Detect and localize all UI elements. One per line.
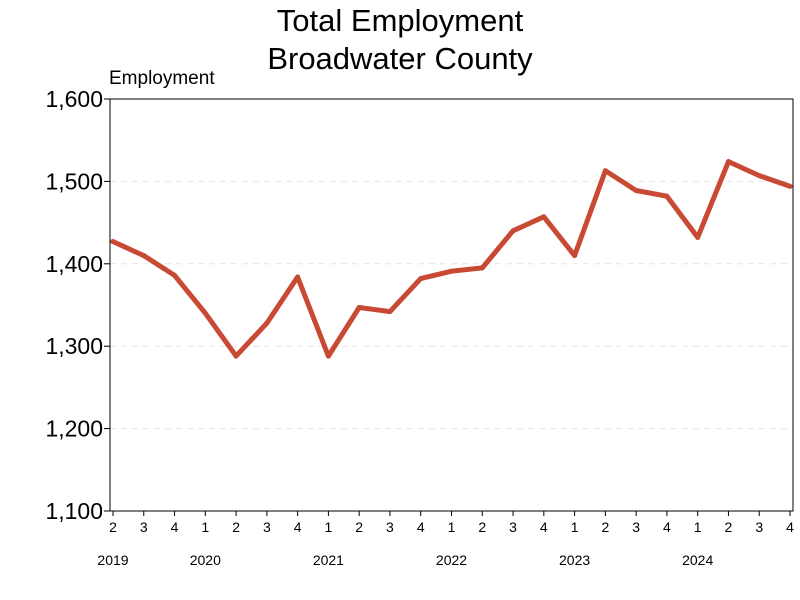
chart-title-line2: Broadwater County <box>267 41 533 76</box>
x-tick-label: 1 <box>571 519 579 535</box>
data-point <box>264 320 270 326</box>
data-point <box>449 268 454 274</box>
data-point <box>172 272 178 278</box>
data-point <box>110 239 116 245</box>
chart-title: Total Employment Broadwater County <box>0 2 800 78</box>
year-label: 2021 <box>313 552 344 568</box>
x-tick-label: 2 <box>355 519 363 535</box>
data-point <box>756 173 762 179</box>
x-tick-label: 1 <box>694 519 702 535</box>
employment-line <box>110 159 793 359</box>
x-tick-label: 3 <box>755 519 763 535</box>
data-point <box>572 253 578 259</box>
y-axis-label: Employment <box>109 68 215 89</box>
data-point <box>725 159 731 165</box>
data-point <box>695 234 701 240</box>
year-label: 2020 <box>190 552 221 568</box>
x-tick-label: 1 <box>325 519 333 535</box>
y-tick-label: 1,300 <box>45 333 103 359</box>
data-point <box>787 183 793 189</box>
x-tick-label: 2 <box>478 519 486 535</box>
year-label: 2019 <box>97 552 128 568</box>
x-tick-label: 3 <box>632 519 640 535</box>
x-tick-label: 4 <box>540 519 548 535</box>
data-point <box>141 253 147 259</box>
y-tick-label: 1,600 <box>45 86 103 112</box>
x-tick-label: 1 <box>201 519 209 535</box>
data-point <box>479 265 485 271</box>
data-point <box>418 276 424 282</box>
data-point <box>233 353 239 359</box>
data-point <box>387 309 393 315</box>
x-tick-label: 2 <box>601 519 609 535</box>
x-tick-label: 3 <box>263 519 271 535</box>
y-tick-label: 1,100 <box>45 498 103 524</box>
chart-title-line1: Total Employment <box>276 3 524 38</box>
data-point <box>541 214 547 220</box>
plot-frame <box>109 98 794 512</box>
x-tick-label: 4 <box>171 519 179 535</box>
x-tick-label: 3 <box>140 519 148 535</box>
data-point <box>664 193 670 199</box>
x-tick-label: 4 <box>663 519 671 535</box>
x-tick-label: 2 <box>232 519 240 535</box>
data-point <box>602 168 608 174</box>
data-point <box>510 228 516 234</box>
x-tick-label: 2 <box>725 519 733 535</box>
data-point <box>202 310 208 316</box>
y-tick-label: 1,400 <box>45 251 103 277</box>
y-tick-label: 1,500 <box>45 168 103 194</box>
x-tick-label: 2 <box>109 519 117 535</box>
data-point <box>295 274 301 280</box>
year-label: 2024 <box>682 552 713 568</box>
year-label: 2022 <box>436 552 467 568</box>
year-label: 2023 <box>559 552 590 568</box>
data-point <box>325 353 331 359</box>
x-tick-label: 4 <box>786 519 794 535</box>
x-tick-label: 4 <box>294 519 302 535</box>
y-tick-label: 1,200 <box>45 416 103 442</box>
data-point <box>633 187 639 193</box>
x-tick-label: 3 <box>509 519 517 535</box>
x-tick-label: 3 <box>386 519 394 535</box>
x-tick-label: 4 <box>417 519 425 535</box>
data-point <box>356 304 362 310</box>
x-tick-label: 1 <box>448 519 456 535</box>
